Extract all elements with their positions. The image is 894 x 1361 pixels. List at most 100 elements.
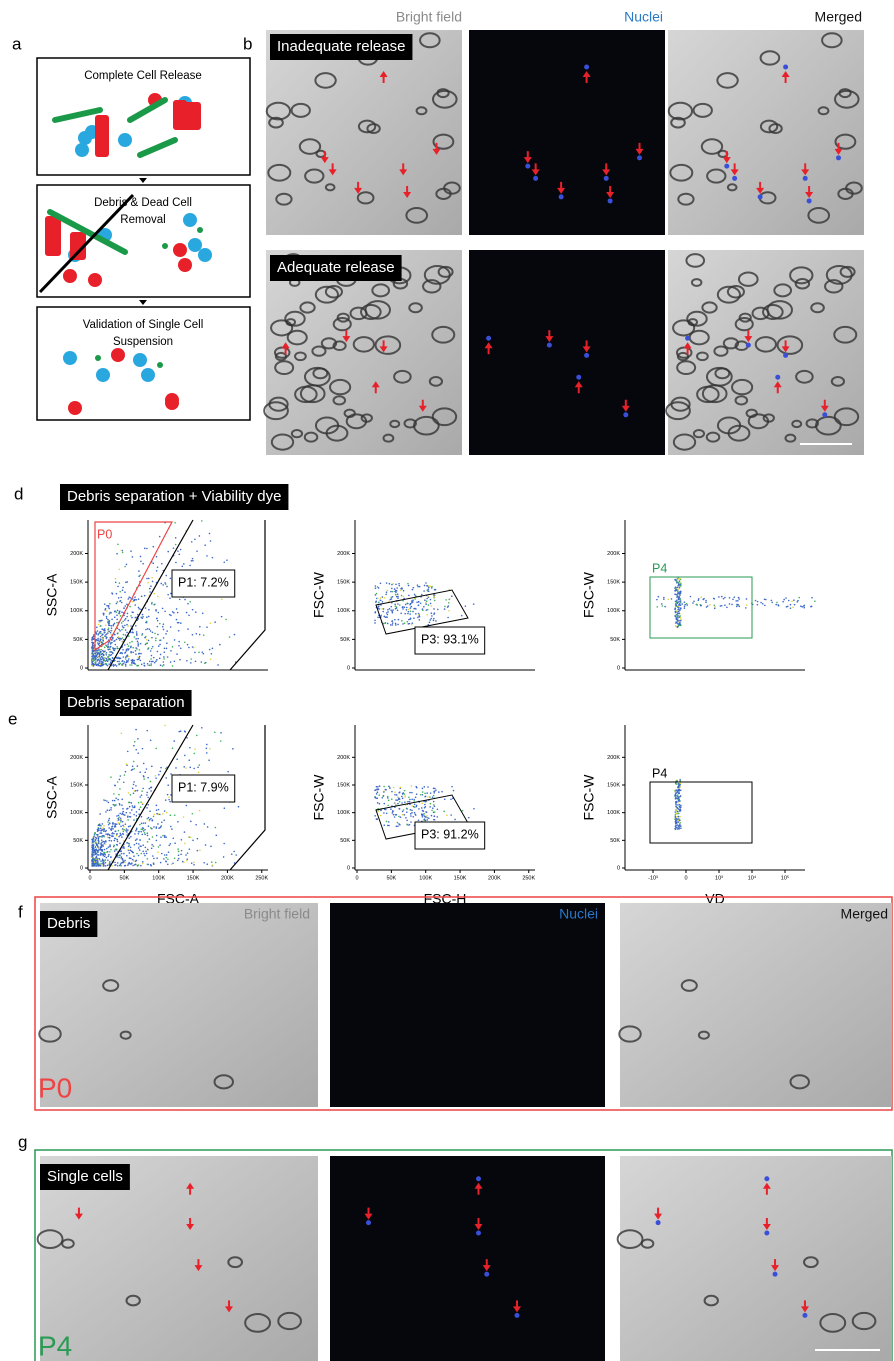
event-dot [109,612,111,614]
event-dot [425,795,427,797]
event-dot [132,652,134,654]
event-dot [210,622,212,624]
y-tick-label: 100K [607,810,620,816]
event-dot [172,665,174,667]
event-dot [137,659,139,661]
event-dot [144,637,146,639]
event-dot [110,807,112,809]
event-dot [116,815,118,817]
event-dot [168,851,170,853]
event-dot [684,605,686,607]
event-dot [109,851,111,853]
event-dot [383,803,385,805]
event-dot [92,840,94,842]
event-dot [196,735,198,737]
event-dot [420,602,422,604]
event-dot [104,647,106,649]
event-dot [211,861,213,863]
event-dot [404,793,406,795]
event-dot [146,578,148,580]
event-dot [676,813,678,815]
event-dot [445,599,447,601]
event-dot [678,620,680,622]
event-dot [679,622,681,624]
event-dot [101,637,103,639]
event-dot [92,658,94,660]
event-dot [170,843,172,845]
nucleus [836,155,841,160]
event-dot [400,589,402,591]
event-dot [94,861,96,863]
cell-icon [188,238,202,252]
event-dot [163,661,165,663]
event-dot [114,804,116,806]
event-dot [149,838,151,840]
event-dot [145,622,147,624]
event-dot [428,590,430,592]
event-dot [676,600,678,602]
event-dot [110,829,112,831]
event-dot [122,656,124,658]
event-dot [122,811,124,813]
event-dot [143,822,145,824]
event-dot [95,658,97,660]
event-dot [98,641,100,643]
event-dot [163,858,165,860]
event-dot [106,605,108,607]
event-dot [100,620,102,622]
event-dot [143,775,145,777]
event-dot [151,603,153,605]
event-dot [147,804,149,806]
event-dot [201,651,203,653]
event-dot [391,588,393,590]
event-dot [100,828,102,830]
event-dot [106,652,108,654]
event-dot [402,814,404,816]
event-dot [98,830,100,832]
event-dot [142,614,144,616]
event-dot [208,759,210,761]
event-dot [164,835,166,837]
event-dot [678,793,680,795]
event-dot [131,662,133,664]
event-dot [148,817,150,819]
event-dot [677,615,679,617]
event-dot [406,811,408,813]
event-dot [180,853,182,855]
nucleus [775,375,780,380]
x-tick-label: 150K [187,875,200,881]
scatter-dots [374,785,475,827]
y-tick-label: 200K [337,551,350,557]
event-dot [397,624,399,626]
event-dot [119,823,121,825]
event-dot [389,583,391,585]
event-dot [104,859,106,861]
event-dot [426,815,428,817]
event-dot [402,596,404,598]
event-dot [737,600,739,602]
event-dot [422,816,424,818]
event-dot [395,584,397,586]
event-dot [125,629,127,631]
event-dot [106,617,108,619]
event-dot [178,622,180,624]
event-dot [138,657,140,659]
event-dot [724,597,726,599]
event-dot [107,619,109,621]
event-dot [178,731,180,733]
cell-icon [95,355,101,361]
y-tick-label: 100K [337,810,350,816]
event-dot [97,861,99,863]
event-dot [429,585,431,587]
event-dot [757,604,759,606]
event-dot [738,606,740,608]
event-dot [140,806,142,808]
event-dot [115,797,117,799]
event-dot [195,824,197,826]
event-dot [91,642,93,644]
event-dot [180,647,182,649]
event-dot [402,608,404,610]
event-dot [406,609,408,611]
event-dot [396,826,398,828]
event-dot [413,587,415,589]
